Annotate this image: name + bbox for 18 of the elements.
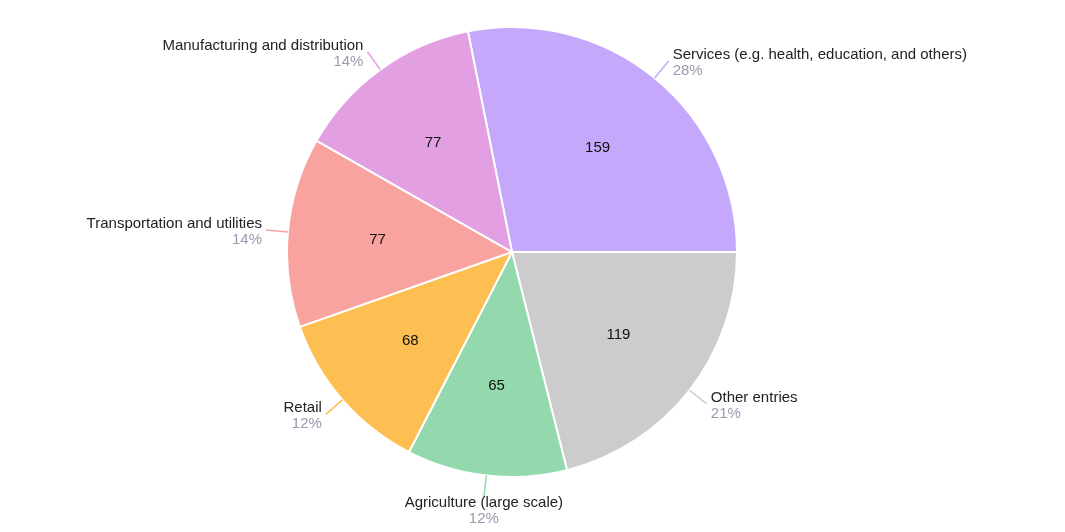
data-label: 65: [488, 376, 505, 394]
text: 12%: [291, 414, 322, 432]
text: 14%: [333, 51, 364, 69]
slice-label: Transportation and utilities: [86, 214, 262, 232]
slice-label: Services (e.g. health, education, and others): [672, 45, 967, 63]
text: 28%: [672, 61, 703, 79]
slice-label: Manufacturing and distribution: [162, 35, 364, 53]
text: 14%: [231, 230, 262, 248]
text: 21%: [710, 403, 741, 421]
data-label: 77: [369, 230, 386, 248]
slice-label: Retail: [283, 398, 322, 416]
data-label: 159: [585, 137, 611, 155]
slice-label: Agriculture (large scale): [404, 493, 564, 511]
data-label: 77: [424, 132, 442, 150]
slice-label: Other entries: [710, 387, 798, 405]
data-label: 68: [401, 330, 419, 348]
data-label: 119: [606, 325, 631, 343]
text: 12%: [468, 509, 499, 527]
